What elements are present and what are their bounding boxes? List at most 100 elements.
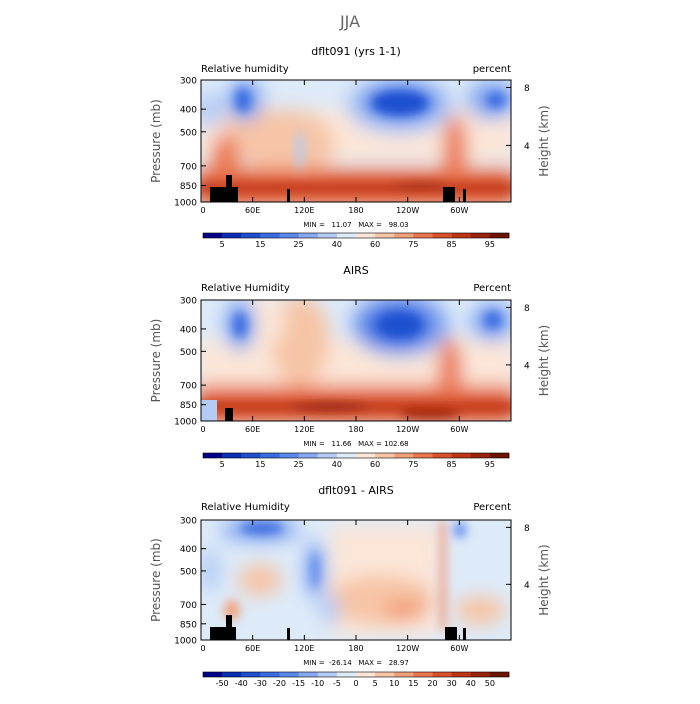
colorbar-label: 50	[485, 679, 495, 688]
colorbar-swatch	[298, 453, 319, 458]
colorbar-swatch	[222, 453, 242, 458]
x-tick-label: 180	[348, 206, 363, 215]
colorbar-swatch	[394, 672, 414, 677]
colorbar-label: 95	[485, 240, 495, 249]
colorbar-swatch	[413, 453, 433, 458]
unit-label: Percent	[473, 502, 511, 513]
colorbar-swatch	[413, 672, 433, 677]
y2-tick-label: 8	[524, 84, 530, 94]
panel-model: dflt091 (yrs 1-1) Relative humidity perc…	[200, 45, 512, 229]
colorbar-swatch	[489, 233, 510, 238]
x-tick-label: 0	[200, 206, 205, 215]
colorbar-label: -5	[333, 679, 341, 688]
y-tick-label: 850	[180, 182, 197, 192]
colorbar-label: 15	[255, 460, 265, 469]
colorbar-label: 25	[294, 240, 304, 249]
colorbar-swatch	[317, 672, 338, 677]
colorbar-label: -50	[216, 679, 229, 688]
y-tick-label: 700	[180, 601, 197, 611]
x-tick-label: 60E	[245, 206, 260, 215]
colorbar-swatch	[336, 672, 357, 677]
unit-label: percent	[473, 64, 511, 75]
x-tick-label: 120W	[396, 644, 419, 653]
colorbar-swatch	[298, 233, 319, 238]
colorbar-swatch	[356, 233, 376, 238]
colorbar-swatch	[356, 672, 376, 677]
y2-axis-title: Height (km)	[537, 105, 551, 176]
y-tick-label: 300	[180, 297, 197, 307]
x-tick-label: 60W	[450, 425, 468, 434]
y2-axis-title: Height (km)	[537, 544, 551, 615]
y-axis-title: Pressure (mb)	[149, 99, 163, 183]
colorbar-swatch	[470, 672, 491, 677]
y2-tick-label: 8	[524, 304, 530, 314]
colorbar-label: 40	[332, 240, 342, 249]
colorbar-label: 5	[373, 679, 378, 688]
y-tick-label: 1000	[174, 637, 197, 647]
colorbar-frame	[202, 232, 510, 239]
colorbar-swatch	[203, 672, 223, 677]
colorbar-swatch	[432, 233, 452, 238]
colorbar-label: 60	[370, 240, 380, 249]
panel-title: dflt091 (yrs 1-1)	[311, 45, 401, 58]
colorbar-label: -15	[292, 679, 305, 688]
colorbar-swatch	[260, 672, 280, 677]
colorbar-label: 75	[408, 240, 418, 249]
colorbar-swatch	[222, 233, 242, 238]
colorbar-swatch	[298, 672, 319, 677]
stats-text: MIN = -26.14 MAX = 28.97	[303, 659, 409, 667]
stats-text: MIN = 11.66 MAX = 102.68	[303, 440, 408, 448]
panel-title: dflt091 - AIRS	[318, 484, 394, 497]
colorbar-label: -20	[273, 679, 286, 688]
colorbar-label: 75	[408, 460, 418, 469]
y-tick-label: 1000	[174, 199, 197, 209]
colorbar-swatch	[336, 453, 357, 458]
colorbar-label: 5	[220, 240, 225, 249]
colorbar-swatch	[279, 453, 299, 458]
y-tick-label: 400	[180, 545, 197, 555]
colorbar-swatch	[451, 233, 472, 238]
colorbar-swatch	[432, 453, 452, 458]
colorbar-frame	[202, 452, 510, 459]
x-tick-label: 180	[348, 644, 363, 653]
colorbar-swatch	[260, 453, 280, 458]
colorbar-label: 85	[447, 460, 457, 469]
y2-tick-label: 4	[524, 361, 530, 371]
panel-airs: AIRS Relative Humidity Percent	[200, 264, 512, 448]
colorbar-label: -10	[311, 679, 324, 688]
colorbar-label: 5	[220, 460, 225, 469]
colorbar-label: 85	[447, 240, 457, 249]
colorbar-swatch	[470, 453, 491, 458]
y-tick-label: 500	[180, 348, 197, 358]
y-tick-label: 850	[180, 620, 197, 630]
y-tick-label: 300	[180, 77, 197, 87]
colorbar-frame	[202, 671, 510, 678]
colorbar-swatch	[489, 672, 510, 677]
y-tick-label: 400	[180, 106, 197, 116]
x-tick-label: 0	[200, 425, 205, 434]
colorbar-swatch	[451, 672, 472, 677]
colorbar-swatch	[432, 672, 452, 677]
variable-label: Relative Humidity	[201, 283, 290, 294]
x-tick-label: 120W	[396, 425, 419, 434]
y2-axis-title: Height (km)	[537, 325, 551, 396]
colorbar-label: 0	[353, 679, 358, 688]
colorbar-swatch	[375, 233, 395, 238]
colorbar-swatch	[241, 672, 261, 677]
colorbar-swatch	[222, 672, 242, 677]
colorbar-swatch	[260, 233, 280, 238]
colorbar-swatch	[413, 233, 433, 238]
x-tick-label: 120E	[294, 206, 314, 215]
y-tick-label: 700	[180, 162, 197, 172]
colorbar-label: 10	[389, 679, 399, 688]
page-title: JJA	[339, 12, 360, 31]
colorbar-label: 30	[447, 679, 457, 688]
colorbar-swatch	[203, 233, 223, 238]
colorbar-swatch	[279, 233, 299, 238]
y-tick-label: 1000	[174, 418, 197, 428]
colorbar-swatch	[241, 453, 261, 458]
y-tick-label: 400	[180, 325, 197, 335]
colorbar-swatch	[394, 453, 414, 458]
colorbar-swatch	[317, 453, 338, 458]
x-tick-label: 180	[348, 425, 363, 434]
